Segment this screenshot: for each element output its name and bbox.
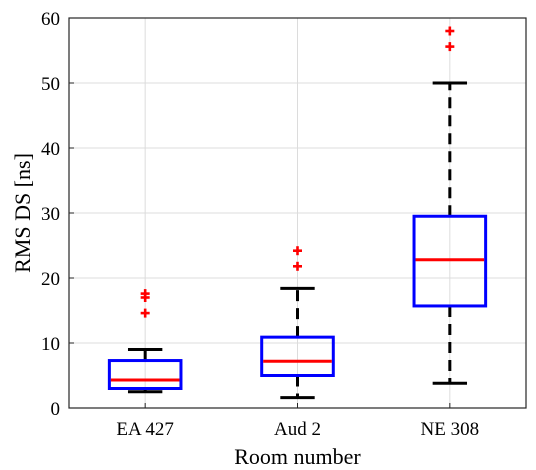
outlier-point [445,42,455,52]
iqr-box [260,335,335,377]
y-axis-label: RMS DS [ns] [10,153,35,273]
y-tick-label: 0 [51,399,61,420]
y-tick-label: 30 [41,204,60,225]
x-tick-label: EA 427 [116,419,174,440]
y-tick-label: 60 [41,9,60,30]
box-group [260,246,335,400]
x-axis-ticks: EA 427 Aud 2 NE 308 [116,403,479,440]
iqr-box [107,359,183,390]
box-plot-series [107,26,488,400]
iqr-box [412,214,488,308]
x-tick-label: Aud 2 [274,419,321,440]
outlier-point [293,246,302,256]
outlier-point [140,308,150,318]
y-tick-label: 40 [41,139,60,160]
outlier-point [140,289,150,299]
x-axis-label: Room number [234,444,361,469]
y-tick-label: 20 [41,269,60,290]
outlier-point [293,261,302,271]
y-tick-label: 50 [41,74,60,95]
x-tick-label: NE 308 [421,419,480,440]
outlier-point [445,26,455,36]
box-group [412,26,488,385]
y-axis-ticks: 0 10 20 30 40 50 60 [41,9,74,420]
y-tick-label: 10 [41,334,60,355]
box-group [107,289,183,394]
